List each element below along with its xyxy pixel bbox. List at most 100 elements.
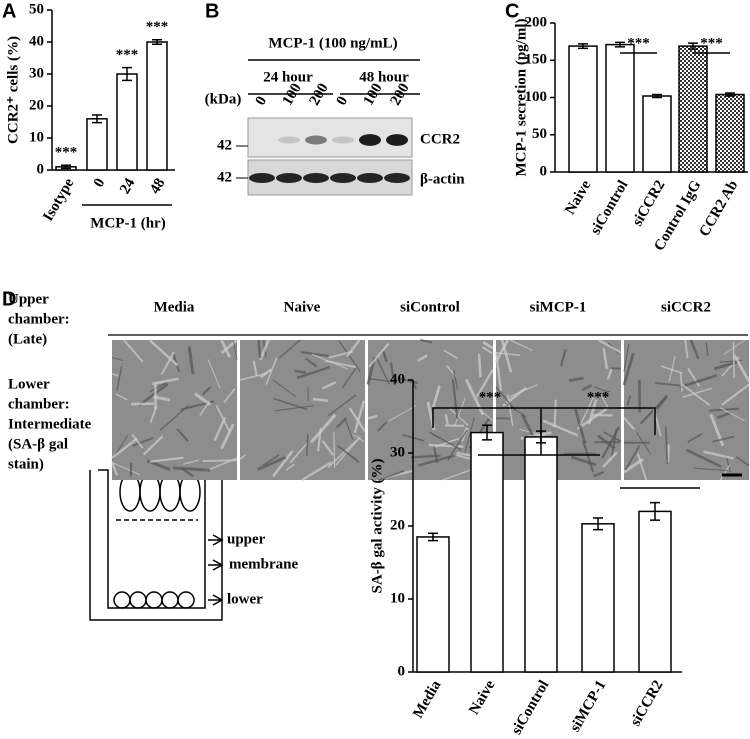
y-tick-label: 10 — [29, 129, 44, 145]
bar — [86, 118, 108, 171]
error-bar — [482, 424, 492, 441]
cell — [368, 342, 390, 368]
cell — [506, 394, 514, 427]
blot-marker: 42 — [217, 169, 232, 185]
cell — [576, 407, 608, 430]
cell — [716, 411, 731, 419]
y-tick-label: 0 — [398, 663, 406, 679]
cell — [278, 339, 301, 359]
cell — [149, 456, 184, 463]
cell — [239, 454, 246, 460]
cell — [495, 386, 517, 412]
y-tick-label: 30 — [29, 65, 44, 81]
cell — [327, 439, 358, 468]
cell — [265, 357, 278, 385]
x-tick-label: Isotype — [40, 175, 77, 224]
bar — [678, 45, 708, 173]
micrograph — [240, 340, 365, 480]
error-bar — [428, 532, 438, 542]
x-tick-label: siControl — [509, 678, 553, 738]
cell — [689, 339, 700, 360]
cell — [681, 384, 711, 406]
bar — [581, 523, 615, 673]
cell — [508, 384, 538, 398]
cell — [622, 353, 635, 386]
cell — [160, 351, 175, 375]
cell — [111, 372, 119, 377]
cell — [116, 365, 123, 391]
cell — [202, 386, 212, 396]
cell — [275, 404, 315, 412]
cell — [600, 394, 610, 410]
band — [384, 173, 410, 183]
cell — [342, 367, 357, 388]
cell — [148, 339, 179, 367]
cell — [482, 340, 494, 350]
cell — [685, 448, 722, 468]
significance: *** — [116, 47, 139, 63]
cell — [481, 346, 493, 354]
cell — [464, 378, 485, 416]
significance-bracket — [432, 407, 542, 455]
cell — [220, 423, 235, 450]
cell — [388, 405, 417, 422]
x-tick-label: siCCR2 — [630, 178, 669, 229]
band — [305, 135, 327, 145]
bar — [146, 41, 168, 171]
cell — [296, 365, 331, 379]
row-label: (SA-β gal — [8, 436, 68, 452]
blot-marker: 42 — [217, 137, 232, 153]
cell — [312, 397, 329, 402]
cell — [233, 341, 238, 360]
cell — [213, 416, 227, 442]
band — [278, 136, 300, 144]
cell — [581, 384, 593, 391]
significance: *** — [627, 35, 650, 51]
cell — [262, 453, 280, 467]
y-tick-label: 40 — [29, 33, 44, 49]
x-tick-label: Naive — [466, 677, 498, 717]
column-label: siControl — [400, 299, 460, 315]
y-axis-label: SA-β gal activity (%) — [369, 459, 385, 594]
x-tick-label: Media — [410, 677, 445, 721]
cell — [294, 369, 306, 374]
cell — [735, 455, 750, 467]
x-tick-label: 48 — [147, 176, 168, 197]
cell — [346, 339, 361, 358]
cell — [152, 377, 179, 386]
cell — [509, 339, 533, 352]
cell — [321, 440, 335, 456]
cell — [181, 467, 195, 478]
cell — [712, 435, 735, 443]
cell — [679, 374, 718, 389]
cell — [321, 381, 337, 390]
lane-label: 0 — [334, 94, 352, 108]
cell — [317, 427, 322, 452]
cell — [220, 338, 238, 355]
cell — [587, 398, 598, 425]
cell — [176, 428, 190, 443]
cell — [703, 450, 734, 460]
panel-label: A — [2, 0, 16, 22]
bar — [568, 45, 598, 173]
error-bar — [652, 93, 662, 99]
blot-unit: (kDa) — [205, 91, 242, 107]
y-tick-label: 10 — [390, 590, 405, 606]
group-label: MCP-1 (hr) — [90, 215, 165, 231]
cell — [682, 387, 713, 398]
cell — [336, 445, 360, 463]
cell — [719, 464, 731, 481]
cell — [679, 372, 683, 392]
cell — [428, 443, 464, 448]
y-axis-label: MCP-1 secretion (pg/ml) — [513, 18, 529, 176]
cell — [257, 339, 262, 359]
cell — [684, 339, 689, 359]
band — [303, 173, 329, 183]
cell — [301, 461, 332, 481]
bar — [605, 43, 635, 173]
cell — [664, 426, 669, 464]
cell — [687, 433, 703, 443]
cell — [602, 451, 618, 468]
cell — [397, 377, 419, 385]
